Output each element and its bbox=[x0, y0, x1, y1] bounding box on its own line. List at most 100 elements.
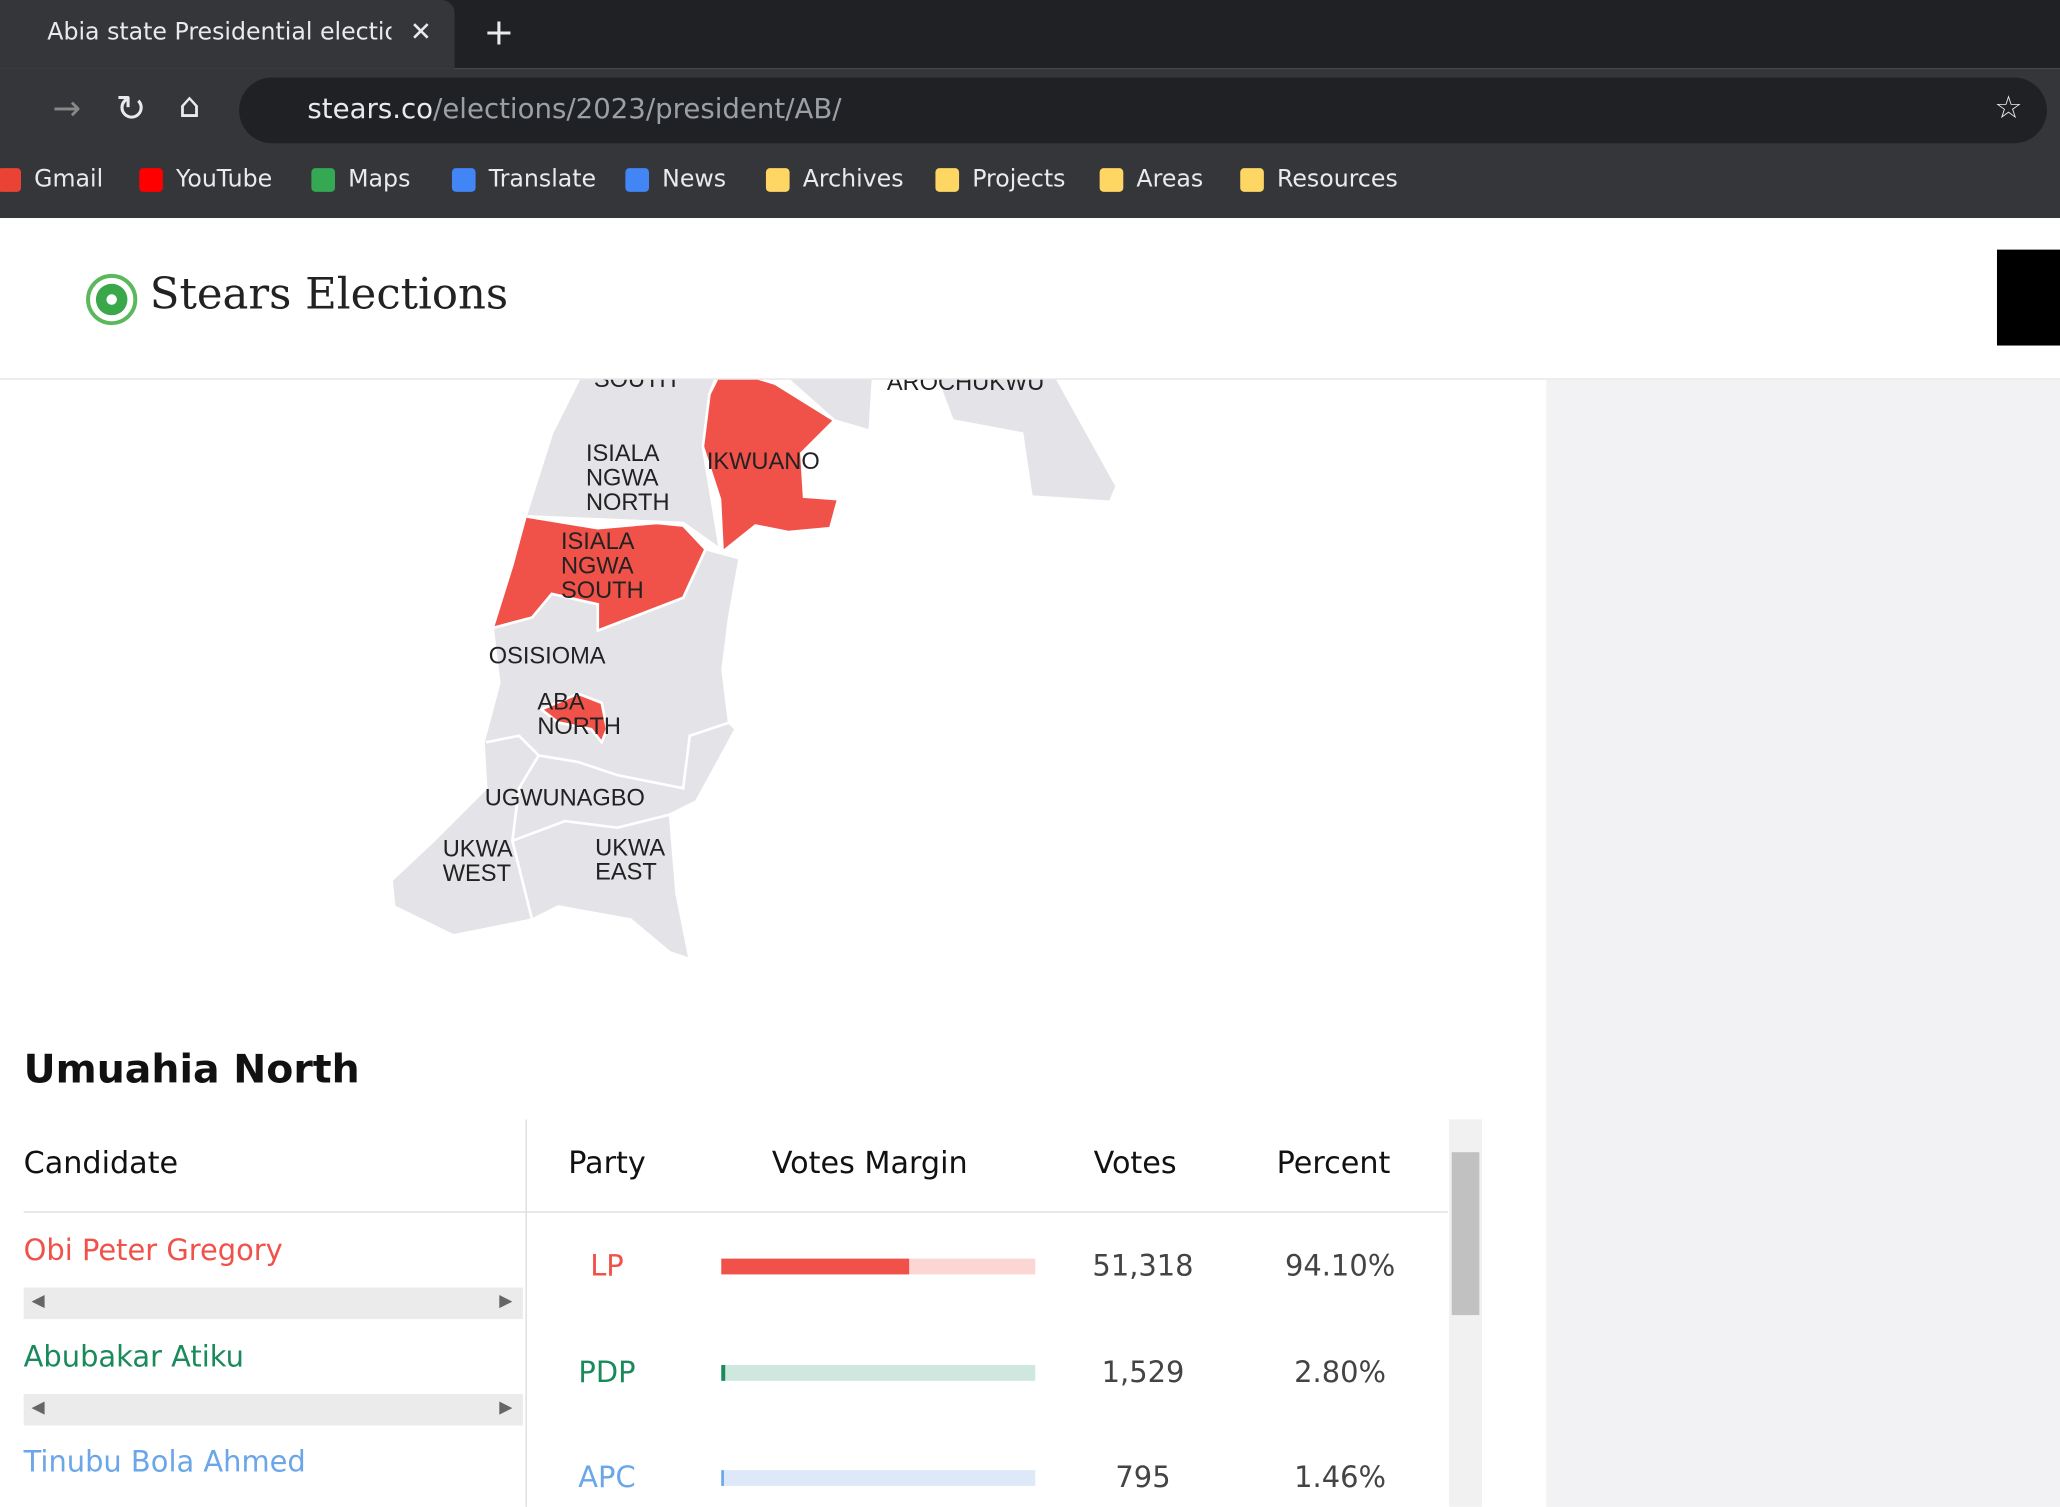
label-line: NGWA bbox=[586, 465, 659, 491]
bookmark[interactable]: YouTube bbox=[176, 165, 273, 194]
party: PDP bbox=[578, 1356, 636, 1390]
label-line: UGWUNAGBO bbox=[485, 785, 645, 811]
h-scrollbar[interactable] bbox=[23, 1287, 523, 1320]
bookmark[interactable]: Gmail bbox=[34, 165, 104, 194]
votes: 51,318 bbox=[1092, 1250, 1194, 1284]
margin-track bbox=[721, 1364, 1036, 1381]
bookmark-icon bbox=[311, 168, 336, 192]
votes: 1,529 bbox=[1101, 1356, 1185, 1390]
divider bbox=[525, 1119, 527, 1507]
candidate: Abubakar Atiku bbox=[23, 1340, 244, 1374]
percent: 2.80% bbox=[1294, 1356, 1386, 1390]
bookmark-icon bbox=[625, 168, 650, 192]
party: LP bbox=[590, 1250, 624, 1284]
label-line: NORTH bbox=[537, 714, 621, 740]
column-header[interactable]: Percent bbox=[1276, 1146, 1391, 1182]
region-label: ABA NORTH bbox=[537, 689, 621, 739]
region-label: AROCHUKWU bbox=[887, 380, 1045, 397]
region[interactable] bbox=[701, 379, 840, 555]
label-line: SOUTH bbox=[594, 380, 677, 393]
party: APC bbox=[578, 1462, 636, 1496]
region[interactable] bbox=[538, 692, 609, 745]
column-header: Candidate bbox=[23, 1146, 179, 1182]
home[interactable]: ⌂ bbox=[178, 86, 201, 127]
region-label: ISIALA NGWA SOUTH bbox=[561, 529, 644, 604]
label-line: OSISIOMA bbox=[489, 643, 606, 669]
bookmark-icon bbox=[139, 168, 163, 192]
address-bar[interactable] bbox=[239, 77, 2047, 144]
bookmark-icon bbox=[765, 168, 790, 192]
tab-close[interactable]: ✕ bbox=[409, 15, 432, 48]
label-line: ABA bbox=[537, 689, 585, 715]
region-label: UKWA EAST bbox=[595, 835, 665, 885]
label-line: NGWA bbox=[561, 553, 634, 579]
bookmark[interactable]: Projects bbox=[972, 165, 1066, 194]
url: stears.co/elections/2023/president/AB/ bbox=[307, 93, 841, 125]
candidate: Tinubu Bola Ahmed bbox=[23, 1446, 306, 1480]
url-host: stears.co bbox=[307, 93, 434, 125]
side-panel bbox=[1546, 379, 2060, 1507]
url-path: /elections/2023/president/AB/ bbox=[433, 93, 842, 125]
margin-bar bbox=[721, 1364, 726, 1381]
votes: 795 bbox=[1115, 1462, 1171, 1496]
site-header bbox=[0, 218, 2060, 380]
bookmark[interactable]: News bbox=[662, 165, 727, 194]
region-label: OSISIOMA bbox=[489, 643, 606, 669]
region[interactable] bbox=[933, 379, 1119, 504]
label-line: IKWUANO bbox=[707, 449, 820, 475]
bookmark[interactable]: Archives bbox=[802, 165, 904, 194]
bookmark-icon bbox=[0, 168, 22, 192]
column-header[interactable]: Votes bbox=[1093, 1146, 1177, 1182]
scroll-right[interactable]: ▶ bbox=[499, 1397, 513, 1417]
region[interactable] bbox=[490, 514, 708, 633]
candidate: Obi Peter Gregory bbox=[23, 1234, 283, 1268]
scroll-left[interactable]: ◀ bbox=[31, 1291, 45, 1312]
label-line: NORTH bbox=[586, 490, 670, 516]
label-line: ISIALA bbox=[586, 441, 660, 467]
region[interactable] bbox=[775, 379, 875, 433]
region-label: UMUAHIASOUTH bbox=[594, 380, 703, 393]
label-line: UKWA bbox=[595, 835, 665, 861]
bookmark[interactable]: Maps bbox=[348, 165, 411, 194]
label-line: UKWA bbox=[443, 837, 513, 863]
h-scrollbar[interactable] bbox=[23, 1393, 523, 1425]
margin-bar bbox=[721, 1258, 910, 1275]
tab[interactable] bbox=[0, 0, 455, 69]
percent: 1.46% bbox=[1294, 1462, 1386, 1496]
table-title: Umuahia North bbox=[23, 1047, 360, 1094]
map: UMUAHIASOUTHAROCHUKWUISIALANGWANORTHIKWU… bbox=[390, 379, 1119, 962]
logo bbox=[86, 273, 138, 326]
percent: 94.10% bbox=[1284, 1250, 1396, 1284]
scroll-right[interactable]: ▶ bbox=[499, 1291, 513, 1312]
bookmark-icon bbox=[1099, 168, 1124, 192]
notify-button[interactable] bbox=[1996, 249, 2060, 346]
bookmark-icon bbox=[935, 168, 960, 192]
label-line: EAST bbox=[595, 860, 657, 886]
label-line: AROCHUKWU bbox=[887, 380, 1045, 397]
new-tab[interactable]: + bbox=[483, 10, 515, 54]
site-name: Stears Elections bbox=[149, 268, 509, 320]
header-rule bbox=[23, 1211, 1448, 1213]
bookmark[interactable]: Resources bbox=[1277, 165, 1398, 194]
bookmark[interactable]: Areas bbox=[1136, 165, 1204, 194]
scroll-left[interactable]: ◀ bbox=[31, 1397, 45, 1417]
column-header[interactable]: Votes Margin bbox=[771, 1146, 968, 1182]
bookmark-icon bbox=[1240, 168, 1264, 192]
label-line: ISIALA bbox=[561, 529, 635, 555]
label-line: WEST bbox=[443, 861, 511, 887]
region-label: UGWUNAGBO bbox=[485, 785, 645, 811]
region[interactable] bbox=[523, 379, 722, 553]
column-header[interactable]: Party bbox=[568, 1146, 646, 1182]
forward[interactable]: → bbox=[52, 89, 82, 129]
tab-title: Abia state Presidential election r bbox=[47, 18, 391, 46]
star[interactable]: ☆ bbox=[1994, 89, 2023, 127]
region-label: IKWUANO bbox=[707, 449, 820, 475]
bookmark[interactable]: Translate bbox=[488, 165, 597, 194]
reload[interactable]: ↻ bbox=[115, 86, 147, 131]
scroll-thumb[interactable] bbox=[1451, 1152, 1480, 1316]
region-label: ISIALA NGWA NORTH bbox=[586, 441, 670, 516]
region-label: UKWA WEST bbox=[443, 837, 513, 887]
margin-bar bbox=[721, 1470, 724, 1486]
bookmark-icon bbox=[451, 168, 476, 192]
label-line: SOUTH bbox=[561, 578, 644, 604]
